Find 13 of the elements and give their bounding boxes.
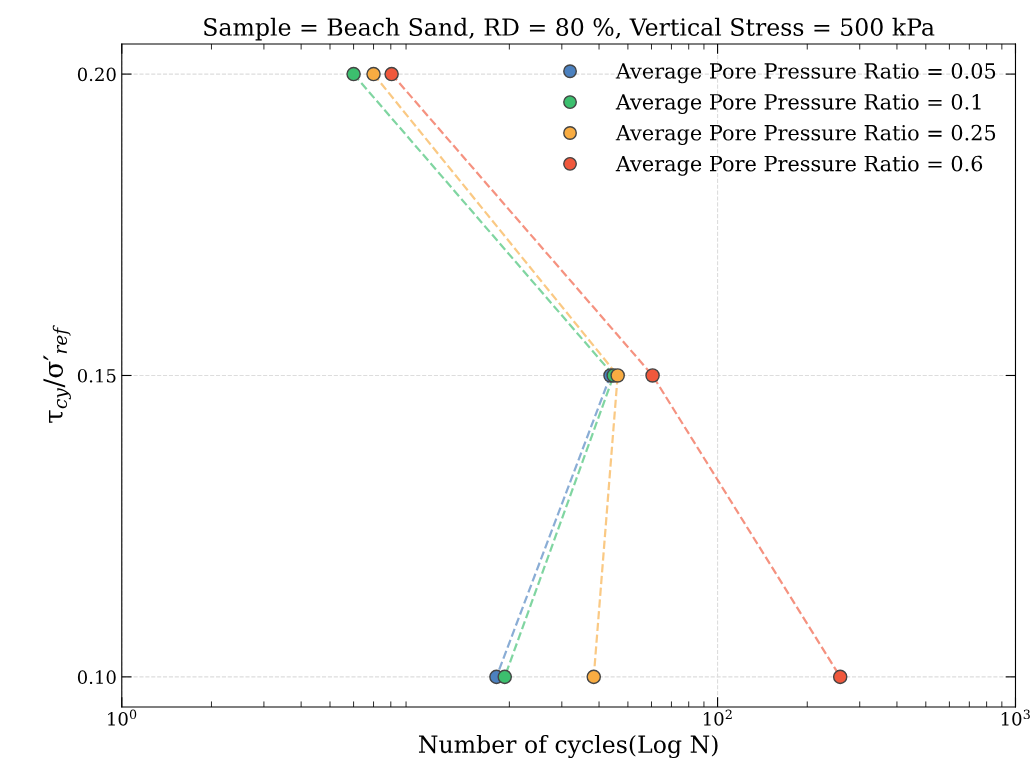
x-tick-label: 10$^{3}$ [1001,709,1030,726]
legend-label: Average Pore Pressure Ratio = 0.25 [615,124,996,145]
y-axis-title: τ$_{cy}$/σ′$_{ref}$ [43,325,71,423]
legend-label: Average Pore Pressure Ratio = 0.6 [615,155,983,176]
x-tick-label: 10$^{0}$ [108,709,137,726]
y-tick-label: 0.10 [77,670,116,684]
legend-label: Average Pore Pressure Ratio = 0.05 [615,63,996,84]
legend-label: Average Pore Pressure Ratio = 0.1 [615,93,981,115]
x-axis-title: Number of cycles(Log N) [418,734,718,759]
chart-title: Sample = Beach Sand, RD = 80 %, Vertical Stress = 500 kPa [204,17,935,41]
y-tick-label: 0.20 [77,67,116,82]
y-tick-label: 0.15 [77,368,116,383]
x-tick-label: 10$^{2}$ [703,709,732,726]
